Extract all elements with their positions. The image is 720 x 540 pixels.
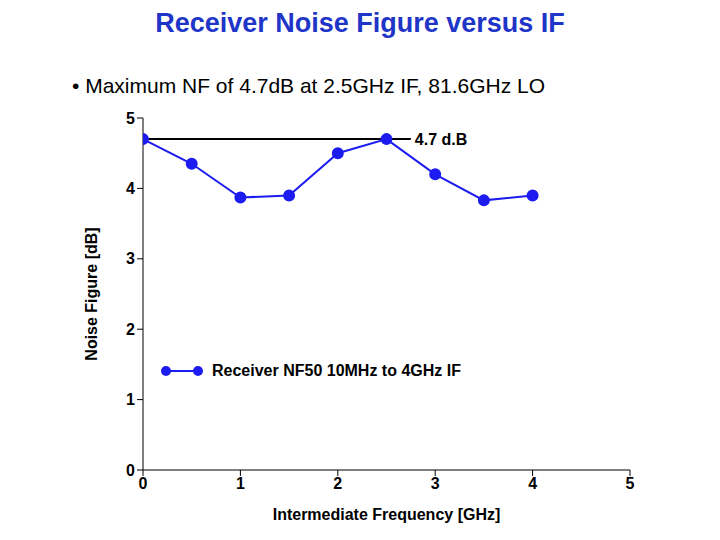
html-text:Receiver NF50 10MHz to 4GHz IF: Receiver NF50 10MHz to 4GHz IF <box>212 362 461 379</box>
svg-text:0: 0 <box>139 475 148 492</box>
svg-text:Intermediate Frequency [GHz]: Intermediate Frequency [GHz] <box>273 506 501 523</box>
html-text:• Maximum NF of 4.7dB at 2.5GH: • Maximum NF of 4.7dB at 2.5GHz IF, 81.6… <box>72 74 545 97</box>
svg-text:5: 5 <box>126 110 135 127</box>
svg-text:Noise Figure [dB]: Noise Figure [dB] <box>83 227 100 360</box>
svg-text:0: 0 <box>126 462 135 479</box>
svg-text:5: 5 <box>626 475 635 492</box>
svg-text:4: 4 <box>126 180 135 197</box>
html-text:Receiver Noise Figure versus I: Receiver Noise Figure versus IF <box>155 8 565 38</box>
svg-text:1: 1 <box>126 391 135 408</box>
svg-text:3: 3 <box>126 250 135 267</box>
svg-text:3: 3 <box>431 475 440 492</box>
svg-text:4.7 d.B: 4.7 d.B <box>415 131 467 148</box>
svg-text:2: 2 <box>126 321 135 338</box>
svg-text:1: 1 <box>236 475 245 492</box>
svg-text:4: 4 <box>528 475 537 492</box>
svg-text:2: 2 <box>333 475 342 492</box>
